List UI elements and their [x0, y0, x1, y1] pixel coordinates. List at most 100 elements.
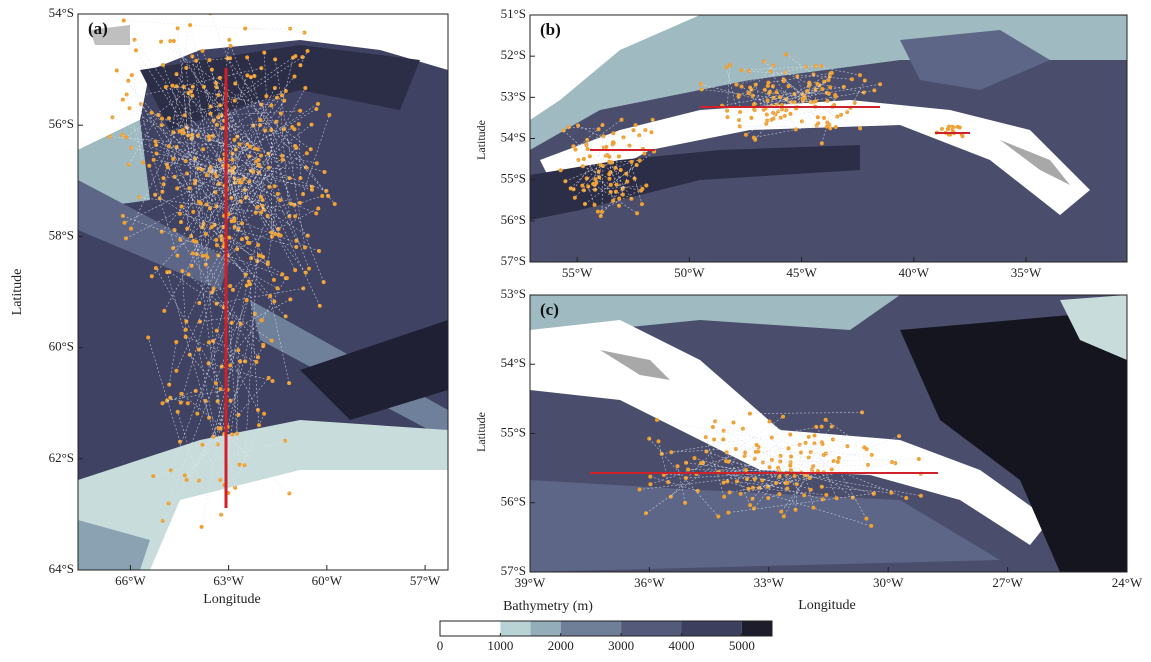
float-position: [275, 286, 279, 290]
float-position: [327, 113, 331, 117]
float-position: [573, 196, 577, 200]
float-position: [204, 253, 208, 257]
float-position: [753, 477, 757, 481]
float-position: [655, 418, 659, 422]
float-position: [621, 193, 625, 197]
x-tick-label: 27°W: [992, 575, 1023, 590]
float-position: [233, 99, 237, 103]
float-position: [303, 245, 307, 249]
float-position: [824, 418, 828, 422]
float-position: [320, 194, 324, 198]
colorbar-segment: [440, 621, 500, 636]
float-position: [180, 131, 184, 135]
float-position: [864, 517, 868, 521]
float-position: [272, 278, 276, 282]
float-position: [214, 238, 218, 242]
y-tick-label: 53°S: [501, 88, 526, 103]
float-position: [292, 75, 296, 79]
float-position: [150, 274, 154, 278]
colorbar-tick-label: 4000: [668, 638, 694, 653]
float-position: [582, 157, 586, 161]
float-position: [669, 450, 673, 454]
panel-label: (b): [540, 20, 561, 39]
float-position: [333, 202, 337, 206]
float-position: [178, 212, 182, 216]
float-position: [305, 151, 309, 155]
colorbar-tick-label: 3000: [608, 638, 634, 653]
float-position: [820, 87, 824, 91]
float-position: [153, 139, 157, 143]
float-position: [712, 437, 716, 441]
panel-label: (a): [88, 19, 108, 38]
float-position: [276, 192, 280, 196]
y-axis-label: Latitude: [474, 120, 488, 160]
x-tick-label: 63°W: [213, 573, 244, 588]
float-position: [227, 38, 231, 42]
float-position: [767, 420, 771, 424]
map-a: [78, 14, 448, 570]
float-position: [559, 168, 563, 172]
colorbar-tick-label: 2000: [548, 638, 574, 653]
float-position: [257, 423, 261, 427]
float-position: [207, 340, 211, 344]
float-position: [159, 40, 163, 44]
float-position: [711, 425, 715, 429]
float-position: [751, 94, 755, 98]
float-position: [635, 211, 639, 215]
float-position: [858, 126, 862, 130]
float-position: [228, 363, 232, 367]
float-position: [126, 79, 130, 83]
x-tick-label: 60°W: [312, 573, 343, 588]
float-position: [170, 84, 174, 88]
float-position: [268, 294, 272, 298]
float-position: [766, 98, 770, 102]
float-position: [794, 127, 798, 131]
float-position: [162, 182, 166, 186]
float-position: [175, 254, 179, 258]
float-position: [260, 318, 264, 322]
float-position: [768, 465, 772, 469]
float-position: [904, 496, 908, 500]
float-position: [734, 83, 738, 87]
x-tick-label: 55°W: [562, 265, 593, 280]
float-position: [171, 157, 175, 161]
float-position: [956, 125, 960, 129]
y-tick-label: 57°S: [501, 253, 526, 268]
float-position: [820, 425, 824, 429]
float-position: [150, 111, 154, 115]
float-position: [788, 463, 792, 467]
panel-label: (c): [540, 300, 559, 319]
float-position: [197, 200, 201, 204]
float-position: [793, 474, 797, 478]
float-position: [200, 525, 204, 529]
float-position: [151, 474, 155, 478]
y-tick-label: 52°S: [501, 47, 526, 62]
float-position: [169, 468, 173, 472]
float-position: [779, 510, 783, 514]
float-position: [273, 232, 277, 236]
float-position: [161, 401, 165, 405]
y-tick-label: 60°S: [49, 339, 74, 354]
colorbar-segment: [500, 621, 530, 636]
float-position: [593, 203, 597, 207]
float-position: [816, 115, 820, 119]
float-position: [160, 117, 164, 121]
float-position: [737, 93, 741, 97]
y-tick-label: 54°S: [501, 129, 526, 144]
float-position: [686, 467, 690, 471]
float-position: [638, 159, 642, 163]
y-tick-label: 56°S: [49, 116, 74, 131]
float-position: [191, 210, 195, 214]
float-position: [630, 160, 634, 164]
float-position: [775, 90, 779, 94]
x-tick-label: 57°W: [410, 573, 441, 588]
float-position: [607, 155, 611, 159]
float-position: [130, 73, 134, 77]
float-position: [716, 515, 720, 519]
float-position: [316, 206, 320, 210]
float-position: [725, 65, 729, 69]
float-position: [164, 85, 168, 89]
float-position: [586, 147, 590, 151]
float-position: [825, 125, 829, 129]
